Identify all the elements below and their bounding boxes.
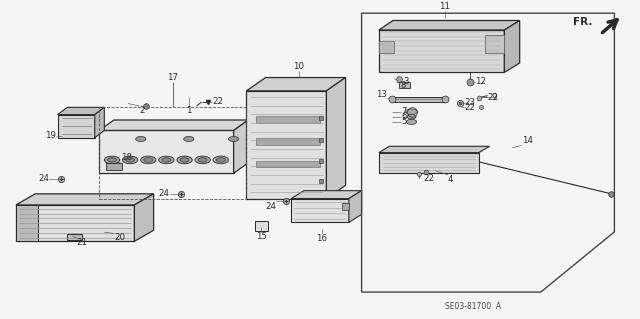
Circle shape — [144, 158, 153, 162]
Circle shape — [407, 115, 416, 119]
Text: 24: 24 — [38, 174, 49, 183]
Circle shape — [125, 158, 134, 162]
Text: 18: 18 — [121, 153, 132, 162]
Text: 7: 7 — [401, 107, 407, 116]
Text: 24: 24 — [266, 202, 276, 211]
Text: 17: 17 — [167, 73, 179, 82]
Polygon shape — [326, 78, 346, 199]
Polygon shape — [255, 221, 268, 231]
Polygon shape — [379, 41, 394, 53]
Text: 4: 4 — [448, 175, 454, 184]
Polygon shape — [291, 199, 349, 222]
Circle shape — [213, 156, 228, 164]
Text: 11: 11 — [439, 2, 451, 11]
Polygon shape — [234, 120, 248, 173]
Polygon shape — [256, 160, 320, 167]
Text: 1: 1 — [186, 106, 191, 115]
Text: 6: 6 — [401, 112, 407, 121]
Polygon shape — [349, 191, 362, 222]
Text: 9: 9 — [492, 93, 497, 102]
Polygon shape — [134, 194, 154, 241]
Circle shape — [122, 156, 138, 164]
Text: 20: 20 — [114, 234, 125, 242]
Polygon shape — [99, 130, 234, 173]
Polygon shape — [67, 234, 82, 241]
Polygon shape — [246, 78, 346, 91]
Polygon shape — [379, 20, 520, 30]
Text: 5: 5 — [401, 117, 407, 126]
Polygon shape — [485, 35, 504, 53]
Polygon shape — [504, 20, 520, 72]
Text: 3: 3 — [404, 78, 410, 86]
Polygon shape — [291, 191, 362, 199]
Text: 16: 16 — [316, 234, 328, 243]
Polygon shape — [16, 205, 134, 241]
Polygon shape — [379, 152, 479, 173]
Text: 23: 23 — [465, 98, 476, 107]
Polygon shape — [379, 146, 490, 152]
Polygon shape — [99, 120, 248, 130]
Text: FR.: FR. — [573, 17, 592, 27]
Polygon shape — [256, 116, 320, 122]
Polygon shape — [246, 91, 326, 199]
Text: 14: 14 — [522, 136, 532, 145]
Circle shape — [180, 158, 189, 162]
Text: 12: 12 — [475, 78, 486, 86]
Circle shape — [198, 158, 207, 162]
Text: 22: 22 — [423, 174, 434, 183]
Circle shape — [216, 158, 225, 162]
Text: 13: 13 — [376, 90, 387, 99]
Circle shape — [177, 156, 192, 164]
Text: 22: 22 — [488, 93, 499, 102]
FancyBboxPatch shape — [106, 163, 122, 170]
Polygon shape — [399, 82, 410, 88]
Circle shape — [141, 156, 156, 164]
Polygon shape — [58, 107, 104, 115]
Circle shape — [184, 137, 194, 142]
Text: 15: 15 — [255, 232, 267, 241]
Circle shape — [104, 156, 120, 164]
Text: 8: 8 — [400, 81, 406, 90]
Circle shape — [406, 109, 417, 115]
Text: 2: 2 — [140, 106, 145, 115]
Circle shape — [195, 156, 211, 164]
Text: 19: 19 — [45, 131, 56, 140]
Polygon shape — [16, 205, 38, 241]
Polygon shape — [58, 115, 95, 138]
Polygon shape — [342, 203, 349, 210]
Polygon shape — [392, 97, 445, 102]
Circle shape — [228, 137, 239, 142]
Circle shape — [406, 119, 417, 124]
Text: 10: 10 — [293, 62, 305, 71]
Polygon shape — [256, 138, 320, 145]
Circle shape — [162, 158, 171, 162]
Polygon shape — [16, 194, 154, 205]
Text: 22: 22 — [465, 103, 476, 112]
Circle shape — [159, 156, 174, 164]
Bar — [99, 107, 246, 199]
Circle shape — [108, 158, 116, 162]
Text: 22: 22 — [212, 97, 223, 106]
Polygon shape — [95, 107, 104, 138]
Text: 24: 24 — [159, 189, 170, 198]
Circle shape — [136, 137, 146, 142]
Polygon shape — [379, 30, 504, 72]
Text: SE03-81700  A: SE03-81700 A — [445, 302, 501, 311]
Text: 21: 21 — [77, 238, 88, 247]
